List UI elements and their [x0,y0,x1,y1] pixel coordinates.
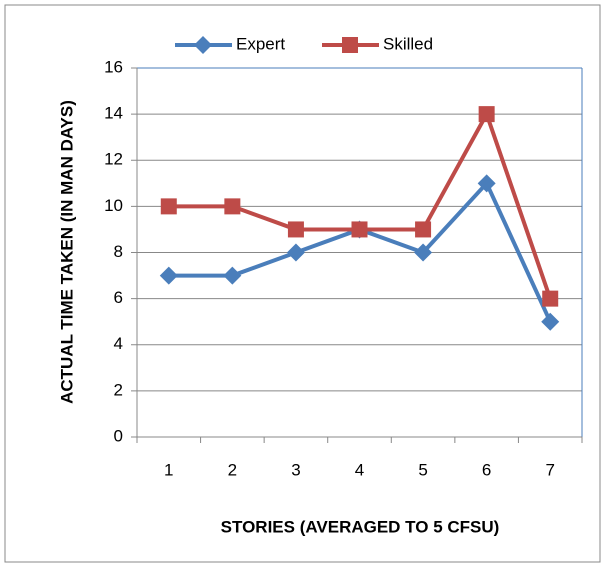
data-point [541,312,560,331]
x-tick-label: 2 [228,460,237,479]
y-tick-label: 2 [114,380,123,399]
legend-label: Expert [236,34,285,53]
data-point [224,198,241,215]
data-point [160,198,177,215]
data-point [286,243,305,262]
data-point [542,290,559,307]
y-axis-title: ACTUAL TIME TAKEN (IN MAN DAYS) [57,100,76,404]
data-point [159,266,178,285]
data-point [415,221,432,238]
data-point [477,174,496,193]
x-tick-label: 4 [355,460,364,479]
y-tick-label: 12 [104,150,123,169]
y-tick-label: 14 [104,104,123,123]
x-tick-label: 6 [482,460,491,479]
chart-border [4,4,601,563]
x-tick-label: 1 [164,460,173,479]
data-point [287,221,304,238]
legend-marker [342,37,358,53]
x-axis-title: STORIES (AVERAGED TO 5 CFSU) [221,517,500,536]
data-point [223,266,242,285]
x-tick-label: 3 [291,460,300,479]
legend-label: Skilled [383,34,433,53]
data-point [414,243,433,262]
y-tick-label: 16 [104,57,123,76]
y-tick-label: 4 [114,334,123,353]
y-tick-label: 6 [114,288,123,307]
data-point [478,106,495,123]
y-tick-label: 0 [114,426,123,445]
y-tick-label: 10 [104,196,123,215]
x-tick-label: 7 [545,460,554,479]
legend-marker [194,36,212,54]
y-tick-label: 8 [114,242,123,261]
data-point [351,221,368,238]
x-tick-label: 5 [418,460,427,479]
